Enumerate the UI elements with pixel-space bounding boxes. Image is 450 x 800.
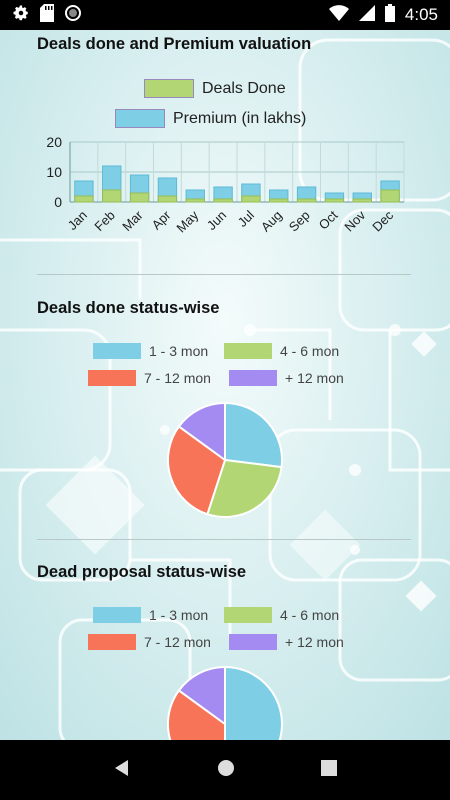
legend-item[interactable]: 1 - 3 mon [93,607,208,623]
legend-item[interactable]: 4 - 6 mon [224,343,339,359]
x-tick-label: Jan [65,208,90,233]
legend-item[interactable]: + 12 mon [229,370,344,386]
section-title-dead-proposal: Dead proposal status-wise [37,563,247,581]
bar-deals-done [213,198,233,203]
y-tick-label: 20 [46,134,62,150]
pie-slice [224,665,283,740]
x-tick-label: Oct [316,207,341,232]
x-tick-label: Jun [204,208,229,233]
x-tick-label: May [173,207,201,235]
legend-swatch [229,370,277,386]
x-tick-label: Apr [149,207,174,232]
pie-chart-dead-proposal [167,665,283,740]
legend-label: + 12 mon [285,634,344,650]
legend-swatch [93,607,141,623]
home-button[interactable] [217,759,235,782]
clock: 4:05 [404,5,438,24]
bar-deals-done [352,198,372,203]
legend-swatch [229,634,277,650]
legend-swatch [93,343,141,359]
dashboard-scroll[interactable]: Deals done and Premium valuation Deals D… [0,30,450,740]
bar-deals-done [102,189,122,203]
legend-label: Deals Done [202,79,286,97]
bar-deals-done [241,195,261,203]
legend-label: 7 - 12 mon [144,370,211,386]
wifi-icon [328,4,349,26]
circle-icon [64,4,82,27]
bar-deals-done [74,195,94,203]
signal-icon [358,4,375,26]
sd-card-icon [40,3,54,27]
bar-deals-done [129,192,150,203]
legend-item[interactable]: 7 - 12 mon [88,370,211,386]
x-tick-label: Nov [341,207,368,234]
legend-swatch [224,343,272,359]
bar-deals-done [296,198,317,203]
x-tick-label: Mar [119,207,146,234]
x-tick-label: Dec [369,207,396,234]
legend-swatch [144,79,194,98]
bar-deals-done [185,198,205,203]
pie-slice [167,689,226,740]
legend-label: 7 - 12 mon [144,634,211,650]
bar-deals-done [157,195,178,203]
y-tick-label: 10 [46,164,62,180]
navigation-bar [0,740,450,800]
section-title-deals-premium: Deals done and Premium valuation [37,35,312,53]
legend-label: + 12 mon [285,370,344,386]
pie-chart-deals-status [167,401,283,518]
legend-deals-done[interactable]: Deals Done [144,79,286,98]
legend-item[interactable]: 4 - 6 mon [224,607,339,623]
y-tick-label: 0 [54,194,62,210]
legend-swatch [224,607,272,623]
section-title-deals-status: Deals done status-wise [37,299,220,317]
x-tick-label: Jul [235,207,257,229]
legend-item[interactable]: 7 - 12 mon [88,634,211,650]
divider [37,539,411,540]
bar-deals-done [380,189,400,203]
pie-slice [224,401,283,469]
pie-slice [177,401,226,462]
recents-button[interactable] [321,759,337,781]
legend-item[interactable]: + 12 mon [229,634,344,650]
status-bar: 4:05 [0,0,450,30]
legend-item[interactable]: 1 - 3 mon [93,343,208,359]
gear-icon [12,4,30,27]
x-tick-label: Sep [286,208,313,235]
x-tick-label: Aug [258,208,285,235]
legend-swatch [88,634,136,650]
back-button[interactable] [113,759,131,782]
legend-label: 1 - 3 mon [149,343,209,359]
pie-slice [206,458,283,518]
x-tick-label: Feb [91,208,117,234]
legend-label: 1 - 3 mon [149,607,209,623]
divider [37,274,411,275]
bar-deals-done [324,198,345,203]
pie-slice [177,665,226,726]
legend-label: Premium (in lakhs) [173,109,307,127]
legend-swatch [88,370,136,386]
bar-chart-deals-premium: 0 10 20 Jan Feb Mar Apr May Jun Jul Aug Sep Oct Nov De… [46,134,405,235]
bar-deals-done [269,198,289,203]
legend-label: 4 - 6 mon [280,343,340,359]
legend-swatch [115,109,165,128]
battery-icon [384,3,395,27]
legend-premium[interactable]: Premium (in lakhs) [115,109,306,128]
legend-label: 4 - 6 mon [280,607,340,623]
pie-slice [167,425,227,516]
